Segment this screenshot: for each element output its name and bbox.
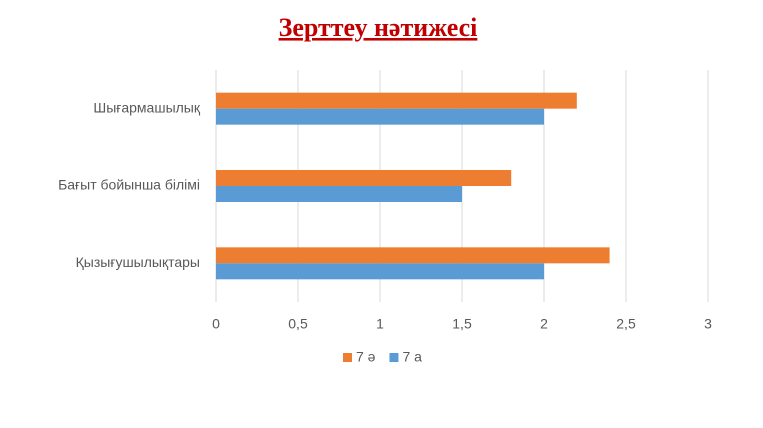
legend-swatch	[389, 353, 399, 362]
legend-swatch	[343, 353, 352, 362]
x-tick-label: 0	[212, 316, 220, 332]
bar	[216, 247, 610, 264]
legend-label: 7 а	[402, 349, 422, 365]
chart-title: Зерттеу нәтижесі	[279, 13, 478, 42]
x-tick-label: 2	[540, 316, 548, 332]
legend-label: 7 ә	[356, 349, 376, 365]
bar	[216, 186, 462, 202]
x-tick-label: 0,5	[288, 316, 308, 332]
y-tick-label: Қызығушылықтары	[76, 254, 200, 270]
x-tick-label: 1,5	[452, 316, 472, 332]
bar	[216, 108, 544, 125]
bar	[216, 263, 544, 280]
y-tick-label: Шығармашылық	[93, 99, 201, 115]
x-tick-label: 1	[376, 316, 384, 332]
x-tick-label: 3	[704, 316, 712, 332]
y-tick-label: Бағыт бойынша білімі	[58, 177, 200, 193]
bar	[216, 92, 577, 109]
bar	[216, 170, 512, 186]
x-tick-label: 2,5	[616, 316, 636, 332]
